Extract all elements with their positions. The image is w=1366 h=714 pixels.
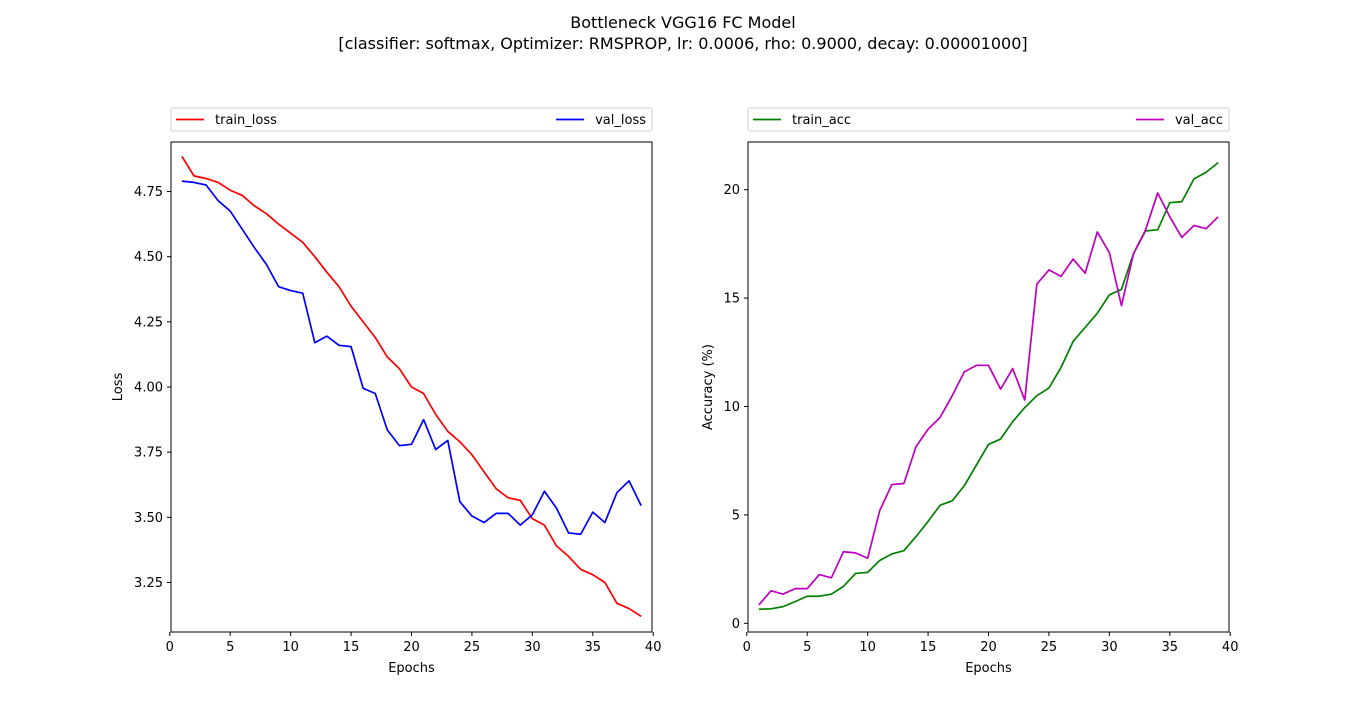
legend-label-train_acc: train_acc xyxy=(792,113,851,128)
loss-x-tick-label: 0 xyxy=(166,640,174,655)
loss-legend: train_loss val_loss xyxy=(170,107,653,132)
acc-y-tick-label: 10 xyxy=(723,400,740,415)
legend-label-val_loss: val_loss xyxy=(595,113,646,128)
accuracy-chart: 0 5 10 15 20 25 30 35 40 0 5 10 15 20 Epochs Accuracy (… xyxy=(701,107,1239,676)
loss-x-tick-label: 20 xyxy=(403,640,420,655)
acc-y-axis-label: Accuracy (%) xyxy=(701,344,716,430)
loss-y-tick-label: 4.00 xyxy=(134,381,163,396)
loss-x-tick-label: 15 xyxy=(343,640,360,655)
loss-x-tick-label: 10 xyxy=(282,640,299,655)
figure-title-line2: [classifier: softmax, Optimizer: RMSPROP… xyxy=(338,34,1027,53)
acc-x-tick-label: 0 xyxy=(743,640,751,655)
figure-title-line1: Bottleneck VGG16 FC Model xyxy=(570,13,795,32)
series-line-train_loss xyxy=(181,155,642,618)
acc-x-tick-label: 5 xyxy=(803,640,811,655)
series-line-train_acc xyxy=(758,161,1219,611)
loss-y-axis-label: Loss xyxy=(111,373,126,402)
acc-y-tick-label: 15 xyxy=(723,292,740,307)
acc-x-tick-label: 15 xyxy=(920,640,937,655)
loss-y-tick-label: 4.75 xyxy=(134,185,163,200)
acc-legend-frame xyxy=(747,107,1230,132)
loss-x-tick-label: 25 xyxy=(464,640,481,655)
legend-label-train_loss: train_loss xyxy=(215,113,277,128)
loss-x-tick-label: 30 xyxy=(524,640,541,655)
loss-chart: 0 5 10 15 20 25 30 35 40 3.25 3.50 3.75 4.00 4.25 4.50… xyxy=(111,107,662,676)
acc-y-tick-label: 0 xyxy=(732,617,740,632)
acc-x-tick-label: 30 xyxy=(1101,640,1118,655)
acc-x-tick-label: 25 xyxy=(1041,640,1058,655)
legend-label-val_acc: val_acc xyxy=(1175,113,1223,128)
acc-x-tick-label: 40 xyxy=(1222,640,1239,655)
acc-legend: train_acc val_acc xyxy=(747,107,1230,132)
series-line-val_loss xyxy=(181,180,642,536)
acc-x-tick-label: 35 xyxy=(1162,640,1179,655)
acc-axes-frame xyxy=(747,141,1230,633)
loss-y-tick-label: 3.75 xyxy=(134,446,163,461)
acc-y-tick-label: 5 xyxy=(732,508,740,523)
loss-x-tick-label: 5 xyxy=(226,640,234,655)
loss-x-tick-label: 40 xyxy=(645,640,662,655)
acc-y-tick-label: 20 xyxy=(723,183,740,198)
loss-y-tick-label: 4.50 xyxy=(134,250,163,265)
series-line-val_acc xyxy=(758,192,1219,606)
loss-y-tick-label: 3.50 xyxy=(134,511,163,526)
loss-x-tick-label: 35 xyxy=(585,640,602,655)
acc-x-axis-label: Epochs xyxy=(965,661,1012,676)
loss-y-tick-label: 3.25 xyxy=(134,576,163,591)
loss-x-axis-label: Epochs xyxy=(388,661,435,676)
loss-legend-frame xyxy=(170,107,653,132)
acc-x-tick-label: 10 xyxy=(859,640,876,655)
loss-y-tick-label: 4.25 xyxy=(134,315,163,330)
acc-x-tick-label: 20 xyxy=(980,640,997,655)
